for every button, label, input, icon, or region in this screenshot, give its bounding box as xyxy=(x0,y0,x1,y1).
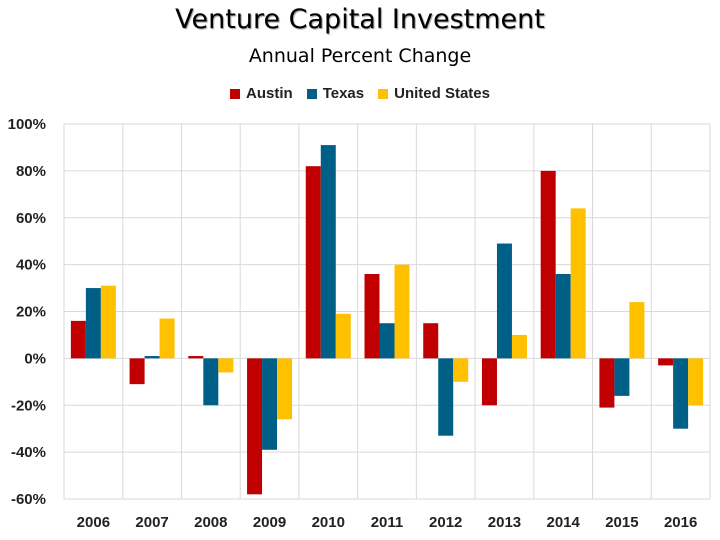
bar-united-states xyxy=(688,358,704,406)
bar-austin xyxy=(423,323,439,359)
bar-texas xyxy=(555,274,571,359)
bar-texas xyxy=(438,358,454,436)
chart-subtitle: Annual Percent Change xyxy=(248,45,472,67)
y-tick-label: 100% xyxy=(8,116,46,133)
legend-item-texas: Texas xyxy=(306,85,365,102)
bar-austin xyxy=(188,356,204,359)
x-tick-label: 2007 xyxy=(135,514,168,531)
bar-austin xyxy=(70,320,86,359)
bar-united-states xyxy=(453,358,469,382)
bar-austin xyxy=(540,170,556,359)
bar-united-states xyxy=(159,318,175,359)
x-tick-label: 2008 xyxy=(194,514,227,531)
y-tick-label: 80% xyxy=(16,163,46,180)
bar-texas xyxy=(262,358,278,450)
bar-united-states xyxy=(277,358,293,420)
bar-austin xyxy=(658,358,674,366)
bar-texas xyxy=(144,356,160,359)
bar-austin xyxy=(129,358,145,385)
y-tick-label: 60% xyxy=(16,210,46,227)
bar-united-states xyxy=(100,285,116,359)
x-tick-label: 2016 xyxy=(664,514,697,531)
bar-texas xyxy=(85,288,101,359)
bar-austin xyxy=(247,358,263,495)
x-tick-label: 2010 xyxy=(312,514,345,531)
bar-austin xyxy=(364,274,380,359)
legend-label-united-states: United States xyxy=(394,85,490,102)
chart-legend: Austin Texas United States xyxy=(0,85,720,102)
bar-united-states xyxy=(511,334,527,359)
bar-austin xyxy=(599,358,615,408)
bar-texas xyxy=(320,145,336,359)
chart-title: Venture Capital Investment xyxy=(175,4,545,35)
x-tick-label: 2006 xyxy=(77,514,110,531)
bar-united-states xyxy=(570,208,586,359)
y-tick-label: 40% xyxy=(16,257,46,274)
bar-austin xyxy=(481,358,497,406)
x-tick-label: 2011 xyxy=(371,514,404,531)
legend-item-austin: Austin xyxy=(230,85,293,102)
legend-swatch-austin xyxy=(230,88,241,99)
x-tick-label: 2013 xyxy=(488,514,521,531)
bar-austin xyxy=(305,166,321,359)
legend-label-austin: Austin xyxy=(246,85,293,102)
bar-united-states xyxy=(629,302,645,359)
x-tick-label: 2012 xyxy=(429,514,462,531)
y-tick-label: -60% xyxy=(11,491,46,508)
x-tick-label: 2014 xyxy=(546,514,580,531)
bar-texas xyxy=(496,243,512,359)
legend-swatch-united-states xyxy=(378,88,389,99)
y-tick-label: -20% xyxy=(11,397,46,414)
bar-texas xyxy=(673,358,689,429)
x-tick-label: 2015 xyxy=(605,514,638,531)
bar-texas xyxy=(614,358,630,396)
legend-swatch-texas xyxy=(306,88,317,99)
y-tick-label: 0% xyxy=(24,350,46,367)
legend-item-united-states: United States xyxy=(378,85,490,102)
bar-united-states xyxy=(394,264,410,359)
bar-texas xyxy=(203,358,219,406)
bar-united-states xyxy=(335,313,351,359)
bar-texas xyxy=(379,323,395,359)
bar-united-states xyxy=(218,358,234,373)
y-tick-label: 20% xyxy=(16,304,46,321)
y-tick-label: -40% xyxy=(11,444,46,461)
legend-label-texas: Texas xyxy=(322,85,365,102)
x-tick-label: 2009 xyxy=(253,514,286,531)
